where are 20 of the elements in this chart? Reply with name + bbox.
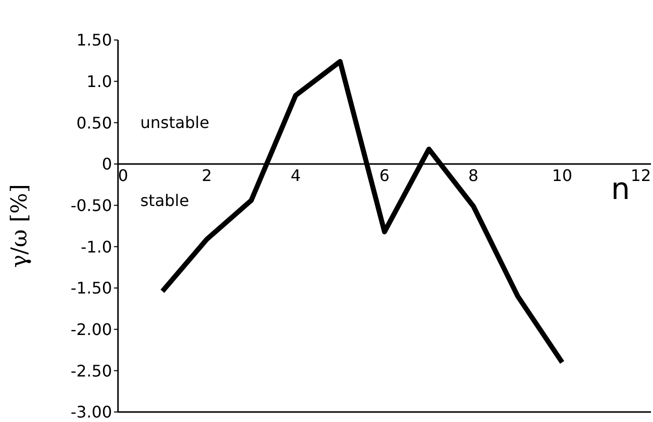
x-tick-label: 2 <box>202 166 212 185</box>
y-tick-label: 1.50 <box>76 30 112 50</box>
x-tick-label: 10 <box>552 166 572 185</box>
annotation: stable <box>140 191 190 210</box>
x-tick-label: 12 <box>630 166 651 185</box>
y-tick-label: 1.0 <box>86 72 112 92</box>
x-tick-label: 0 <box>118 166 128 185</box>
x-tick-label: 4 <box>290 166 301 185</box>
x-axis-title: n <box>611 172 630 207</box>
x-tick-label: 8 <box>468 166 478 185</box>
y-tick-label: -3.00 <box>70 402 112 422</box>
y-tick-label: -1.50 <box>70 278 112 298</box>
y-tick-label: -2.00 <box>70 320 112 340</box>
y-axis-title: γ/ω [%] <box>8 184 32 268</box>
y-tick-label: 0.50 <box>76 113 112 132</box>
x-tick-label: 6 <box>379 166 390 185</box>
y-tick-label: -0.50 <box>70 196 112 216</box>
y-tick-label: -1.0 <box>80 237 112 256</box>
annotation: unstable <box>140 112 210 132</box>
y-tick-label: -2.50 <box>70 361 112 380</box>
